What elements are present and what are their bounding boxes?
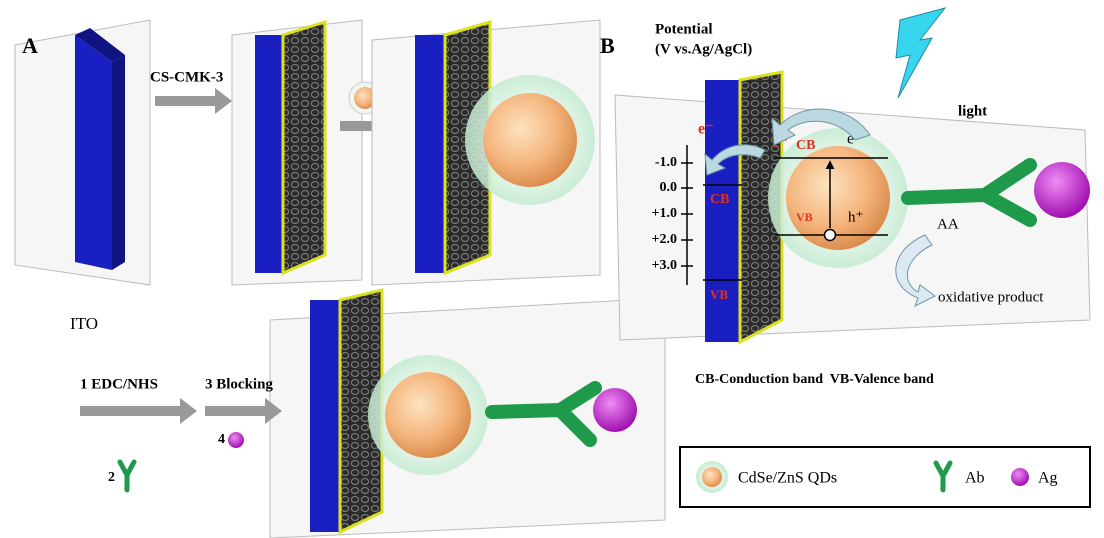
slab	[415, 35, 445, 273]
label: CB	[796, 138, 815, 153]
label: (V vs.Ag/AgCl)	[655, 41, 752, 57]
slab	[75, 35, 112, 270]
scale-label: +2.0	[652, 232, 677, 247]
transfer-arrow	[771, 108, 871, 146]
scale-label: -1.0	[655, 155, 677, 170]
mesh	[281, 19, 327, 276]
label: h⁺	[848, 209, 863, 225]
antibody-icon	[117, 459, 137, 493]
antibody	[485, 381, 602, 447]
legend-label: Ab	[965, 470, 985, 487]
antigen	[593, 388, 637, 432]
mesh	[738, 70, 784, 345]
label: CB	[710, 192, 729, 207]
label: ITO	[70, 314, 98, 333]
qd	[354, 87, 376, 109]
slab	[310, 300, 340, 532]
mesh	[338, 288, 384, 535]
scale-label: +3.0	[652, 258, 677, 273]
legend-label: CdSe/ZnS QDs	[738, 470, 837, 487]
scale-label: 0.0	[660, 180, 678, 195]
scale-label: +1.0	[652, 206, 677, 221]
panel-label: B	[600, 33, 615, 58]
antibody	[901, 158, 1037, 227]
arrow	[205, 398, 282, 424]
antigen	[1034, 162, 1090, 218]
label: VB	[796, 210, 813, 224]
arrow	[80, 398, 197, 424]
slab-top	[75, 28, 125, 62]
legend-antigen	[1011, 468, 1029, 486]
label: light	[958, 103, 987, 119]
oxidation-arrow	[895, 234, 936, 308]
label: Potential	[655, 21, 713, 37]
label: VB	[710, 287, 728, 302]
qd	[385, 372, 471, 458]
label: 2	[108, 470, 115, 485]
slab-side	[112, 55, 125, 270]
lightning	[895, 7, 947, 99]
label: 1 EDC/NHS	[80, 376, 158, 392]
caption: CB-Conduction band VB-Valence band	[695, 372, 934, 387]
hole-dot	[823, 228, 837, 242]
label: e⁻	[698, 121, 714, 138]
legend-antibody	[933, 460, 953, 493]
transfer-arrow	[704, 144, 766, 176]
legend-qd	[702, 467, 722, 487]
panel-label: A	[22, 33, 38, 58]
label: 3 Blocking	[205, 376, 273, 392]
scale: -1.0 0.0 +1.0 +2.0 +3.0	[652, 155, 693, 273]
label: oxidative product	[938, 289, 1044, 305]
label: AA	[937, 216, 959, 232]
arrow	[155, 88, 232, 114]
qd	[483, 93, 577, 187]
label: 4	[218, 432, 225, 447]
slab	[255, 35, 283, 273]
slab	[705, 80, 740, 342]
legend-label: Ag	[1038, 470, 1058, 487]
label: CS-CMK-3	[150, 69, 223, 85]
qd	[786, 146, 890, 250]
antigen-icon	[228, 432, 244, 448]
